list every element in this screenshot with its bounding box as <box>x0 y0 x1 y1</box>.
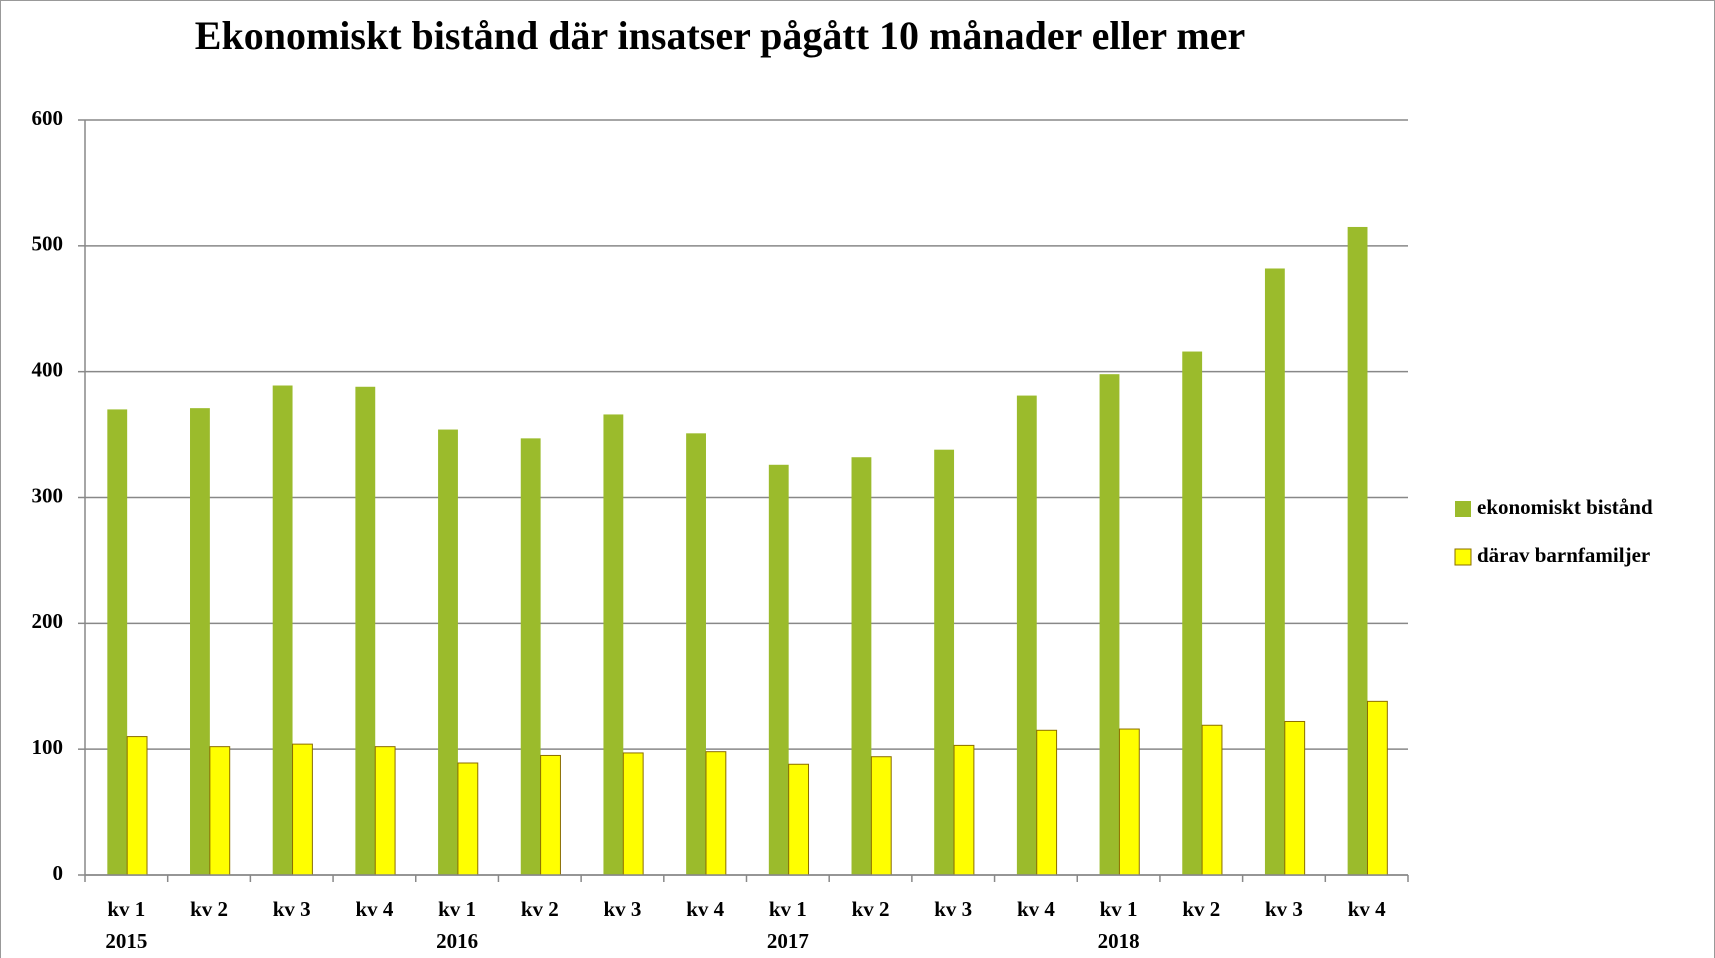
bar <box>1201 724 1223 876</box>
bar <box>457 762 479 876</box>
y-tick-label: 300 <box>32 483 64 507</box>
bar <box>107 409 128 875</box>
bar <box>768 464 789 875</box>
legend-label: ekonomiskt bistånd <box>1477 495 1653 519</box>
y-tick-label: 100 <box>32 735 64 759</box>
chart-title: Ekonomiskt bistånd där insatser pågått 1… <box>195 13 1245 58</box>
bar <box>520 438 541 875</box>
x-group-label: 2016 <box>436 929 478 953</box>
bar <box>686 433 706 875</box>
x-tick-label: kv 2 <box>1182 897 1220 921</box>
bar <box>209 746 231 876</box>
x-tick-label: kv 1 <box>1100 897 1138 921</box>
y-tick-label: 600 <box>32 106 64 130</box>
bar <box>190 408 210 875</box>
legend-swatch <box>1455 501 1471 517</box>
bar <box>540 754 561 876</box>
bar <box>272 385 293 875</box>
bar <box>1118 728 1140 876</box>
bar <box>1366 700 1388 876</box>
bar <box>603 414 624 875</box>
x-group-label: 2017 <box>767 929 809 953</box>
bar <box>953 744 975 876</box>
legend-label: därav barnfamiljer <box>1477 543 1650 567</box>
x-tick-label: kv 4 <box>355 897 393 921</box>
bar <box>438 429 458 875</box>
bar <box>851 457 872 875</box>
bar <box>126 736 148 876</box>
x-tick-label: kv 3 <box>1265 897 1303 921</box>
bar <box>355 386 376 875</box>
bar <box>1284 720 1306 876</box>
bar <box>292 743 313 876</box>
y-tick-label: 0 <box>53 861 64 885</box>
bar <box>1264 268 1285 875</box>
bar <box>1347 226 1368 876</box>
x-tick-label: kv 1 <box>769 897 807 921</box>
bar <box>1182 351 1203 875</box>
x-tick-label: kv 2 <box>190 897 228 921</box>
x-tick-label: kv 2 <box>521 897 559 921</box>
x-tick-label: kv 1 <box>107 897 145 921</box>
y-tick-label: 400 <box>32 357 64 381</box>
bar <box>870 756 892 876</box>
x-group-label: 2015 <box>105 929 147 953</box>
x-tick-label: kv 3 <box>604 897 642 921</box>
legend-swatch <box>1454 548 1472 566</box>
bar <box>374 746 396 876</box>
bar <box>1099 374 1120 875</box>
x-tick-label: kv 4 <box>1348 897 1386 921</box>
bar <box>934 449 955 875</box>
y-tick-label: 200 <box>32 609 64 633</box>
x-tick-label: kv 3 <box>273 897 311 921</box>
bar <box>622 752 644 876</box>
x-tick-label: kv 4 <box>686 897 724 921</box>
x-tick-label: kv 3 <box>934 897 972 921</box>
bar <box>1036 729 1058 876</box>
x-group-label: 2018 <box>1098 929 1140 953</box>
bar <box>788 763 810 876</box>
bar <box>705 751 727 876</box>
x-tick-label: kv 1 <box>438 897 476 921</box>
bar <box>1016 395 1037 875</box>
x-tick-label: kv 4 <box>1017 897 1055 921</box>
x-tick-label: kv 2 <box>852 897 890 921</box>
y-tick-label: 500 <box>32 232 64 256</box>
